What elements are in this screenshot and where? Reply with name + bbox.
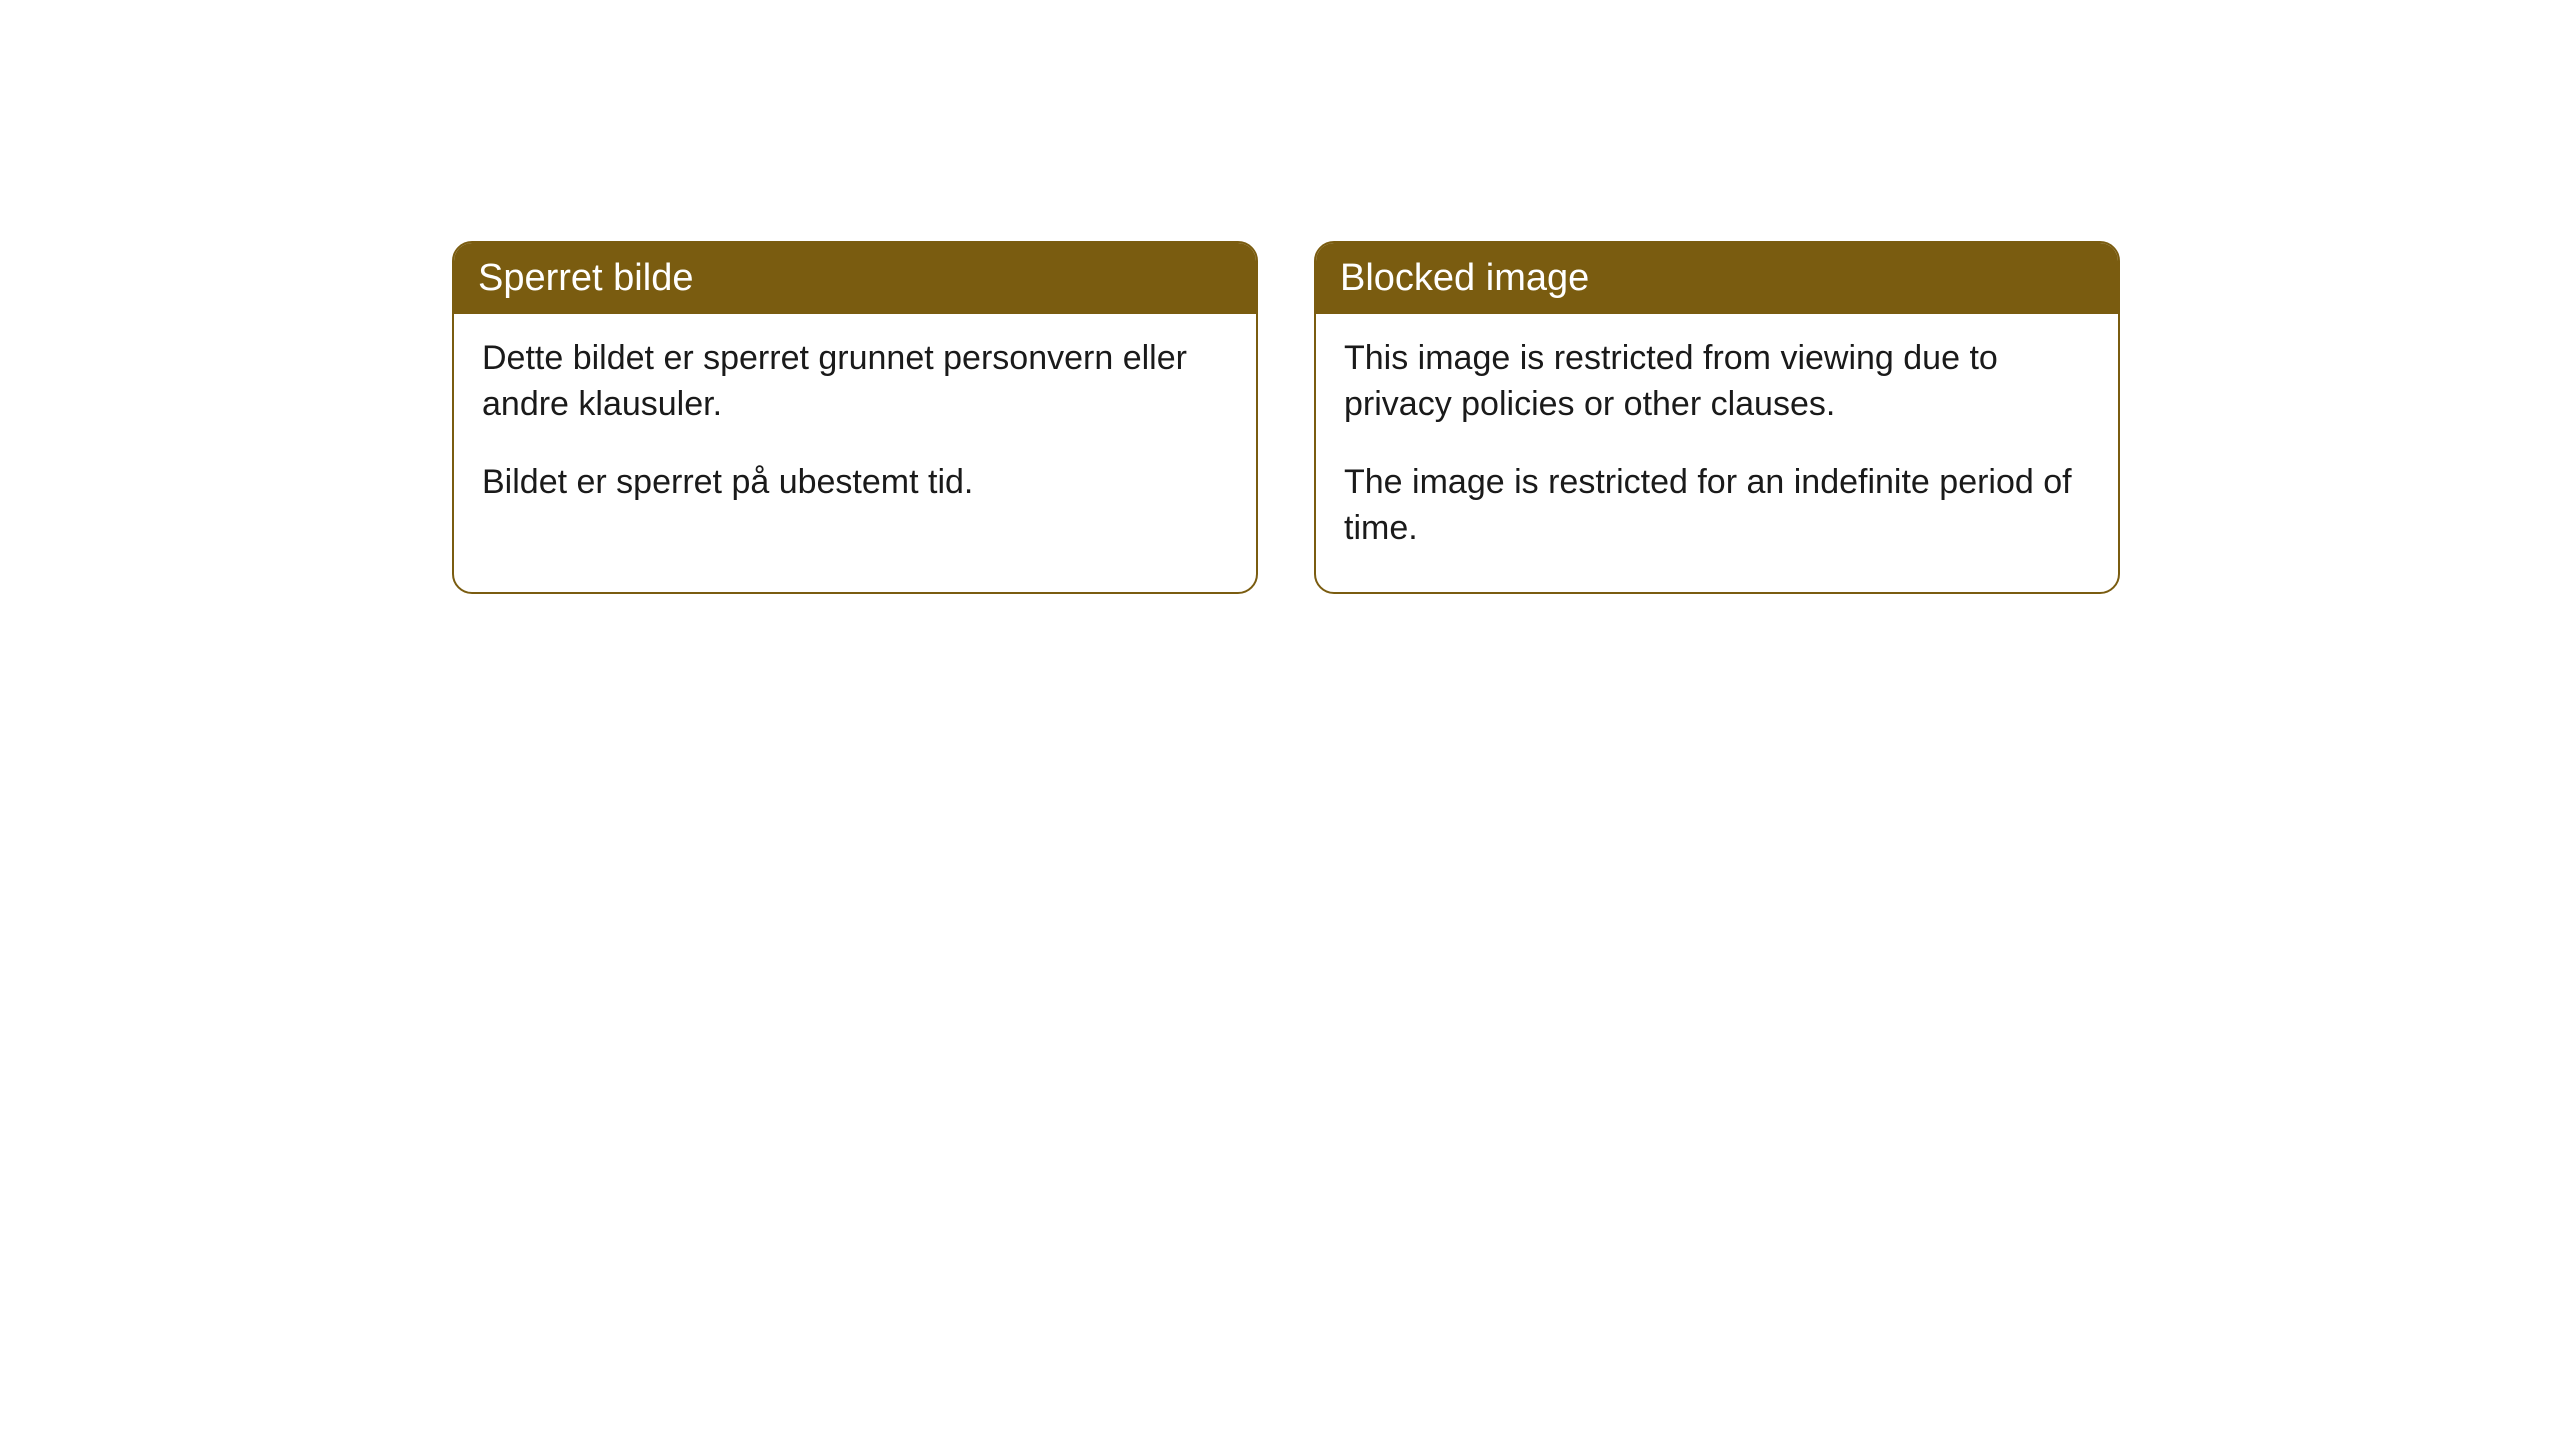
card-header-english: Blocked image bbox=[1316, 243, 2118, 314]
card-body-norwegian: Dette bildet er sperret grunnet personve… bbox=[454, 314, 1256, 546]
card-paragraph-2-english: The image is restricted for an indefinit… bbox=[1344, 460, 2090, 552]
blocked-image-card-english: Blocked image This image is restricted f… bbox=[1314, 241, 2120, 594]
card-header-norwegian: Sperret bilde bbox=[454, 243, 1256, 314]
blocked-image-card-norwegian: Sperret bilde Dette bildet er sperret gr… bbox=[452, 241, 1258, 594]
card-paragraph-1-norwegian: Dette bildet er sperret grunnet personve… bbox=[482, 336, 1228, 428]
card-body-english: This image is restricted from viewing du… bbox=[1316, 314, 2118, 592]
card-paragraph-2-norwegian: Bildet er sperret på ubestemt tid. bbox=[482, 460, 1228, 506]
card-paragraph-1-english: This image is restricted from viewing du… bbox=[1344, 336, 2090, 428]
notice-cards-container: Sperret bilde Dette bildet er sperret gr… bbox=[452, 241, 2120, 594]
